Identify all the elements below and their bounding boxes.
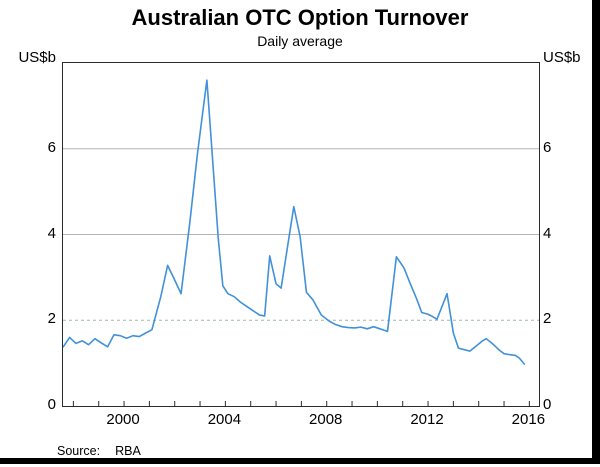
- y-tick-label-left-4: 4: [47, 224, 56, 242]
- x-tick-label-2016: 2016: [511, 411, 546, 428]
- source-row: Source: RBA: [57, 444, 141, 458]
- screenshot-bottom-edge-bar: [0, 458, 600, 464]
- y-axis-unit-right: US$b: [543, 49, 581, 66]
- x-tick-label-2012: 2012: [410, 411, 444, 428]
- screenshot-right-edge-bar: [592, 0, 600, 464]
- chart-subtitle: Daily average: [257, 33, 343, 49]
- y-tick-label-left-0: 0: [47, 396, 56, 413]
- chart-title: Australian OTC Option Turnover: [131, 5, 469, 30]
- source-value: RBA: [115, 444, 141, 458]
- source-label: Source:: [57, 444, 101, 458]
- y-tick-label-left-6: 6: [47, 138, 56, 156]
- plot-svg: [63, 79, 539, 406]
- y-tick-label-left-2: 2: [47, 310, 56, 328]
- turnover-line-series: [63, 79, 526, 365]
- x-tick-label-2008: 2008: [309, 411, 343, 428]
- y-tick-label-right-0: 0: [543, 396, 552, 413]
- y-tick-label-right-2: 2: [543, 310, 552, 328]
- x-tick-label-2000: 2000: [106, 411, 140, 428]
- y-tick-label-right-6: 6: [543, 138, 552, 156]
- x-tick-label-2004: 2004: [207, 411, 242, 428]
- y-tick-label-right-4: 4: [543, 224, 552, 242]
- y-axis-unit-left: US$b: [18, 49, 56, 66]
- plot-area: [62, 62, 540, 407]
